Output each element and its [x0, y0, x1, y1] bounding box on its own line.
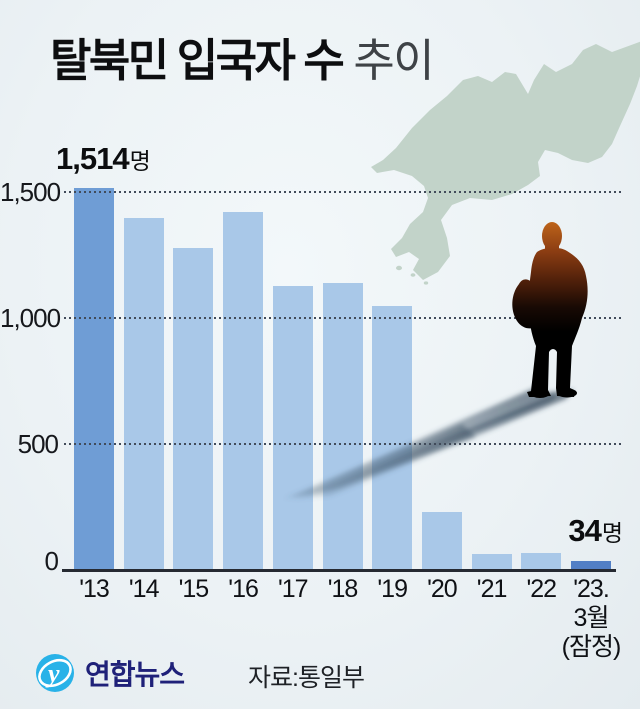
footer: y 연합뉴스 자료:통일부: [0, 645, 640, 705]
y-tick-label-1,000: 1,000: [0, 302, 61, 333]
bar-'15: [173, 248, 214, 570]
annotation-1514: 1,514명: [56, 141, 151, 177]
yonhap-brand: y 연합뉴스: [33, 651, 185, 695]
annotation-34-value: 34: [568, 513, 601, 548]
x-tick-label-'22: '22: [526, 575, 558, 603]
bar-'21: [471, 554, 512, 570]
bar-'23.: [571, 561, 611, 570]
brand-name: 연합뉴스: [85, 659, 185, 690]
bar-'17: [272, 285, 313, 570]
yonhap-logo-icon: y: [36, 654, 74, 692]
x-tick-label-'18: '18: [327, 575, 359, 603]
bar-'22: [521, 553, 562, 570]
y-tick-label-500: 500: [17, 428, 59, 459]
source-credit: 자료:통일부: [248, 664, 365, 692]
annotation-34-unit: 명: [601, 520, 623, 546]
annotation-1514-value: 1,514: [56, 141, 130, 176]
x-tick-label-'15: '15: [178, 575, 210, 603]
page-title-main: 탈북민 입국자 수: [50, 35, 345, 86]
gridline-1,000: [64, 316, 622, 319]
y-tick-label-0: 0: [44, 546, 59, 576]
x-tick-label-'21: '21: [476, 575, 508, 603]
x-tick-label-'14: '14: [128, 575, 160, 603]
bar-'18: [322, 283, 363, 570]
x-tick-label-'16: '16: [228, 575, 259, 603]
x-tick-label-'17: '17: [278, 575, 309, 603]
gridline-1,500: [64, 190, 622, 193]
bar-'13: [74, 188, 114, 570]
page-title: 탈북민 입국자 수 추이: [50, 24, 435, 89]
bar-'20: [421, 512, 462, 570]
x-tick-label-'20: '20: [427, 575, 458, 603]
x-tick-label-'13: '13: [79, 575, 110, 603]
bar-'19: [372, 305, 413, 570]
person-silhouette: [512, 222, 588, 398]
x-axis-line: [62, 569, 616, 572]
bar-'16: [223, 212, 264, 570]
svg-text:y: y: [45, 659, 60, 688]
bar-'14: [123, 217, 164, 570]
x-tick-label-'23.: '23. 3월 (잠정): [561, 575, 622, 661]
y-tick-label-1,500: 1,500: [0, 176, 61, 207]
annotation-34: 34명: [568, 513, 623, 549]
north-korea-map: [371, 41, 640, 285]
page-title-sub: 추이: [353, 35, 434, 86]
gridline-500: [64, 442, 622, 445]
x-tick-label-'19: '19: [377, 575, 408, 603]
annotation-1514-unit: 명: [129, 148, 151, 174]
